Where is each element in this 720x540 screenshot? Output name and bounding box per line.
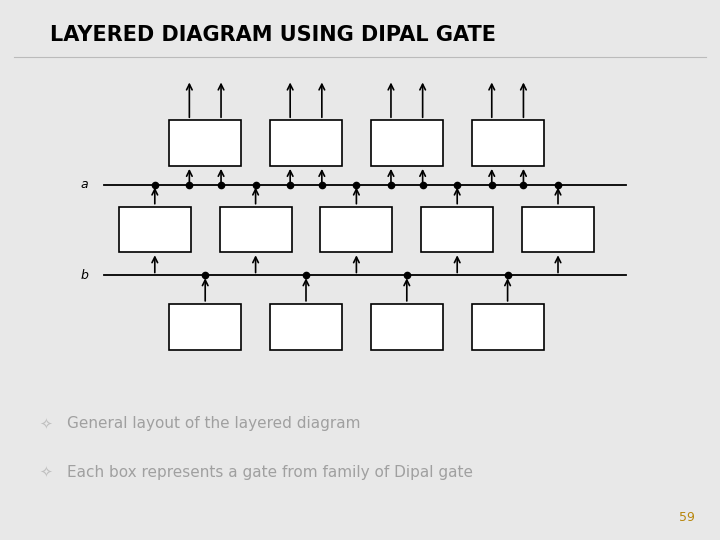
Text: a: a [81, 178, 89, 191]
Text: 59: 59 [679, 511, 695, 524]
Bar [371, 303, 443, 350]
Bar [472, 303, 544, 350]
Bar [169, 303, 241, 350]
Text: ✧: ✧ [40, 465, 53, 480]
Bar [320, 206, 392, 252]
Bar [220, 206, 292, 252]
Text: Each box represents a gate from family of Dipal gate: Each box represents a gate from family o… [67, 465, 473, 480]
Text: ✧: ✧ [40, 416, 53, 431]
Text: LAYERED DIAGRAM USING DIPAL GATE: LAYERED DIAGRAM USING DIPAL GATE [50, 25, 496, 45]
Bar [371, 120, 443, 166]
Bar [472, 120, 544, 166]
Text: b: b [81, 269, 89, 282]
Bar [169, 120, 241, 166]
Text: General layout of the layered diagram: General layout of the layered diagram [67, 416, 361, 431]
Bar [522, 206, 594, 252]
Bar [421, 206, 493, 252]
Bar [270, 120, 342, 166]
Bar [119, 206, 191, 252]
Bar [270, 303, 342, 350]
